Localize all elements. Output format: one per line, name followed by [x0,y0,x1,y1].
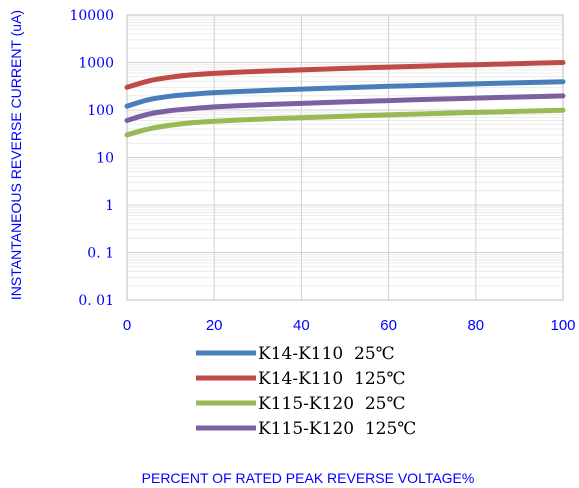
y-axis-title: INSTANTANEOUS REVERSE CURRENT (uA) [8,10,24,300]
plot-area-frame [126,14,564,301]
y-tick-label: 10000 [69,8,114,24]
x-tick-label: 100 [550,317,575,334]
series-line-4 [124,93,566,123]
y-tick-label: 1000 [78,56,114,72]
x-tick-label: 40 [293,317,310,334]
y-tick-label: 0. 1 [87,246,114,262]
y-tick-label: 1 [105,198,114,214]
x-tick-label: 0 [123,317,131,334]
x-axis-title: PERCENT OF RATED PEAK REVERSE VOLTAGE% [142,470,475,486]
x-tick-labels: 0 20 40 60 80 100 [123,317,576,334]
legend-label-3: K115-K120 25℃ [258,394,406,414]
y-tick-labels: 0. 01 0. 1 1 10 100 1000 10000 [69,8,114,309]
legend: K14-K110 25℃ K14-K110 125℃ K115-K120 25℃ K1… [196,344,416,439]
legend-label-1: K14-K110 25℃ [258,344,395,364]
y-tick-label: 0. 01 [78,293,114,309]
series-line-3 [124,107,566,138]
series-line-1 [124,79,566,109]
x-tick-label: 80 [467,317,484,334]
legend-label-4: K115-K120 125℃ [258,419,416,439]
series-line-2 [124,60,566,90]
legend-label-2: K14-K110 125℃ [258,369,406,389]
x-tick-label: 60 [380,317,397,334]
y-tick-label: 10 [96,151,114,167]
x-tick-label: 20 [206,317,223,334]
minor-gridlines [127,16,563,287]
series-lines [124,60,566,138]
y-tick-label: 100 [87,103,114,119]
